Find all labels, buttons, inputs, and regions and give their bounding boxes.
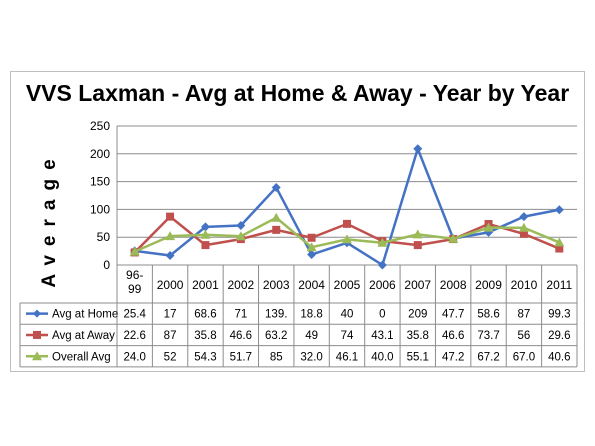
table-cell: 24.0 — [123, 351, 145, 363]
table-cell: 63.2 — [265, 330, 287, 342]
table-cell: 71 — [234, 309, 247, 321]
data-point — [306, 242, 317, 252]
table-cell: 85 — [270, 351, 283, 363]
legend-label: Avg at Away — [52, 330, 115, 342]
data-point — [166, 212, 175, 221]
data-point — [343, 219, 351, 228]
table-cell: 43.1 — [371, 330, 393, 342]
legend-label: Overall Avg — [52, 351, 111, 363]
data-point — [165, 231, 176, 241]
table-cell: 40.6 — [548, 351, 570, 363]
table-cell: 99.3 — [548, 309, 570, 321]
data-point — [129, 246, 140, 256]
data-point — [271, 182, 281, 192]
data-point — [554, 237, 565, 247]
table-cell: 87 — [518, 309, 531, 321]
table-cell: 56 — [518, 330, 531, 342]
data-point — [413, 241, 422, 250]
table-cell: 22.6 — [123, 330, 145, 342]
table-cell: 25.4 — [123, 309, 146, 321]
data-point — [555, 244, 564, 253]
table-cell: 52 — [164, 351, 177, 363]
x-tick-label: 2009 — [475, 278, 502, 292]
table-cell: 87 — [164, 330, 177, 342]
table-cell: 0 — [379, 309, 385, 321]
x-tick-label: 2001 — [192, 278, 219, 292]
data-point — [518, 222, 529, 232]
legend-marker — [33, 309, 41, 318]
x-tick-label: 2011 — [546, 278, 572, 292]
data-point — [307, 233, 316, 242]
table-cell: 54.3 — [194, 351, 216, 363]
table-cell: 40.0 — [371, 351, 393, 363]
x-tick-label: 2004 — [298, 278, 325, 292]
table-cell: 55.1 — [407, 351, 429, 363]
data-point — [236, 221, 246, 231]
table-cell: 68.6 — [194, 309, 216, 321]
y-tick-label: 100 — [90, 202, 110, 216]
data-point — [412, 229, 423, 239]
y-tick-label: 250 — [90, 119, 110, 133]
y-tick-label: 150 — [90, 175, 110, 189]
data-point — [307, 250, 317, 260]
data-point — [201, 241, 210, 250]
data-point — [235, 231, 246, 241]
chart-title: VVS Laxman - Avg at Home & Away - Year b… — [25, 80, 570, 106]
table-cell: 74 — [341, 330, 354, 342]
table-cell: 35.8 — [407, 330, 429, 342]
table-cell: 46.6 — [442, 330, 464, 342]
data-point — [272, 225, 281, 234]
x-tick-label: 2010 — [511, 278, 538, 292]
table-cell: 73.7 — [477, 330, 499, 342]
table-cell: 29.6 — [548, 330, 570, 342]
table-cell: 17 — [164, 309, 177, 321]
x-tick-label: 2002 — [227, 278, 254, 292]
data-point — [200, 229, 211, 239]
table-cell: 40 — [341, 309, 354, 321]
data-point — [342, 234, 352, 244]
table-cell: 47.7 — [442, 309, 464, 321]
table-cell: 18.8 — [300, 309, 322, 321]
legend-marker — [33, 330, 41, 339]
data-point — [165, 251, 175, 261]
data-point — [483, 222, 494, 232]
data-point — [200, 222, 210, 232]
data-point — [554, 205, 564, 215]
table-cell: 139. — [265, 309, 287, 321]
x-tick-label: 2007 — [404, 278, 431, 292]
legend-label: Avg at Home — [52, 309, 118, 321]
series-line — [134, 147, 560, 267]
table-cell: 67.0 — [513, 351, 535, 363]
x-tick-label: 2005 — [334, 278, 361, 292]
table-cell: 35.8 — [194, 330, 216, 342]
y-tick-label: 50 — [97, 230, 111, 244]
x-tick-label: 2006 — [369, 278, 396, 292]
table-cell: 32.0 — [300, 351, 322, 363]
data-point — [519, 229, 528, 238]
data-point — [271, 212, 282, 222]
table-cell: 46.1 — [336, 351, 358, 363]
data-point — [413, 144, 423, 154]
table-cell: 47.2 — [442, 351, 464, 363]
table-cell: 67.2 — [477, 351, 499, 363]
x-tick-label: 96-99 — [126, 268, 143, 296]
table-cell: 46.6 — [230, 330, 252, 342]
table-cell: 209 — [408, 309, 427, 321]
data-point — [377, 237, 388, 247]
data-point — [448, 233, 459, 243]
table-cell: 58.6 — [477, 309, 499, 321]
x-tick-label: 2008 — [440, 278, 467, 292]
legend-marker — [32, 351, 42, 361]
x-tick-label: 2000 — [157, 278, 184, 292]
data-point — [519, 212, 529, 222]
y-tick-label: 200 — [90, 147, 110, 161]
table-cell: 51.7 — [230, 351, 252, 363]
data-point — [377, 260, 387, 270]
x-tick-label: 2003 — [263, 278, 290, 292]
table-cell: 49 — [305, 330, 318, 342]
y-tick-label: 0 — [103, 258, 110, 272]
